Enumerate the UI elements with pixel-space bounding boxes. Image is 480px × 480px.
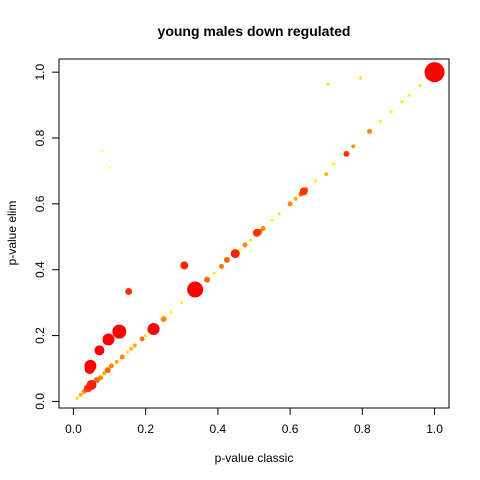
y-tick-label: 0.6 <box>33 195 47 212</box>
data-point <box>260 226 266 232</box>
data-point <box>424 62 445 83</box>
data-point <box>367 128 373 134</box>
data-point <box>400 100 404 104</box>
data-point <box>104 367 111 374</box>
y-tick-label: 0.4 <box>33 261 47 278</box>
data-point <box>331 162 335 166</box>
x-tick-label: 0.6 <box>282 422 299 436</box>
data-point <box>112 324 127 339</box>
x-tick-label: 0.0 <box>65 422 82 436</box>
data-point <box>418 83 422 87</box>
data-point <box>75 396 79 400</box>
y-axis-label: p-value elim <box>5 201 19 266</box>
data-point <box>108 363 114 369</box>
data-point <box>180 301 184 305</box>
data-point <box>293 196 298 201</box>
data-point <box>101 150 104 153</box>
data-point <box>132 343 137 348</box>
data-point <box>204 276 211 283</box>
data-point <box>359 76 363 80</box>
data-point <box>230 249 240 259</box>
data-points <box>75 62 445 400</box>
x-tick-label: 0.2 <box>137 422 154 436</box>
data-point <box>160 316 167 323</box>
data-point <box>129 346 134 351</box>
data-point <box>94 345 105 356</box>
data-point <box>343 150 350 157</box>
x-axis-label: p-value classic <box>215 451 294 465</box>
data-point <box>378 120 382 124</box>
data-point <box>313 179 317 183</box>
data-point <box>126 350 130 354</box>
data-point <box>187 281 204 298</box>
data-point <box>223 256 230 263</box>
data-point <box>93 377 100 384</box>
x-axis: 0.0 0.2 0.4 0.6 0.8 1.0 <box>65 407 443 436</box>
data-point <box>277 212 281 216</box>
data-point <box>248 238 252 242</box>
data-point <box>389 110 393 114</box>
data-point <box>242 242 248 248</box>
y-axis: 0.0 0.2 0.4 0.6 0.8 1.0 <box>33 64 60 410</box>
data-point <box>238 248 242 252</box>
y-tick-label: 1.0 <box>33 64 47 81</box>
y-tick-label: 0.0 <box>33 393 47 410</box>
data-point <box>144 334 148 338</box>
data-point <box>219 263 224 269</box>
data-point <box>287 201 293 207</box>
data-point <box>407 93 411 97</box>
data-point <box>102 371 107 376</box>
data-point <box>169 311 173 315</box>
data-point <box>114 359 119 364</box>
data-point <box>351 144 356 149</box>
data-point <box>212 271 216 275</box>
data-point <box>270 218 274 222</box>
data-point <box>78 392 83 397</box>
data-point <box>147 322 160 335</box>
data-point <box>102 333 115 346</box>
data-point <box>84 359 97 372</box>
data-point <box>86 379 97 390</box>
data-point <box>125 287 133 295</box>
data-point <box>139 336 145 342</box>
data-point <box>119 354 125 360</box>
data-point <box>299 187 308 196</box>
x-tick-label: 0.8 <box>354 422 371 436</box>
y-tick-label: 0.8 <box>33 129 47 146</box>
y-tick-label: 0.2 <box>33 327 47 344</box>
data-point <box>252 228 261 237</box>
x-tick-label: 0.4 <box>210 422 227 436</box>
chart-title: young males down regulated <box>158 23 351 39</box>
data-point <box>326 82 330 86</box>
data-point <box>108 166 111 169</box>
x-tick-label: 1.0 <box>426 422 443 436</box>
data-point <box>324 172 329 177</box>
data-point <box>180 261 189 270</box>
